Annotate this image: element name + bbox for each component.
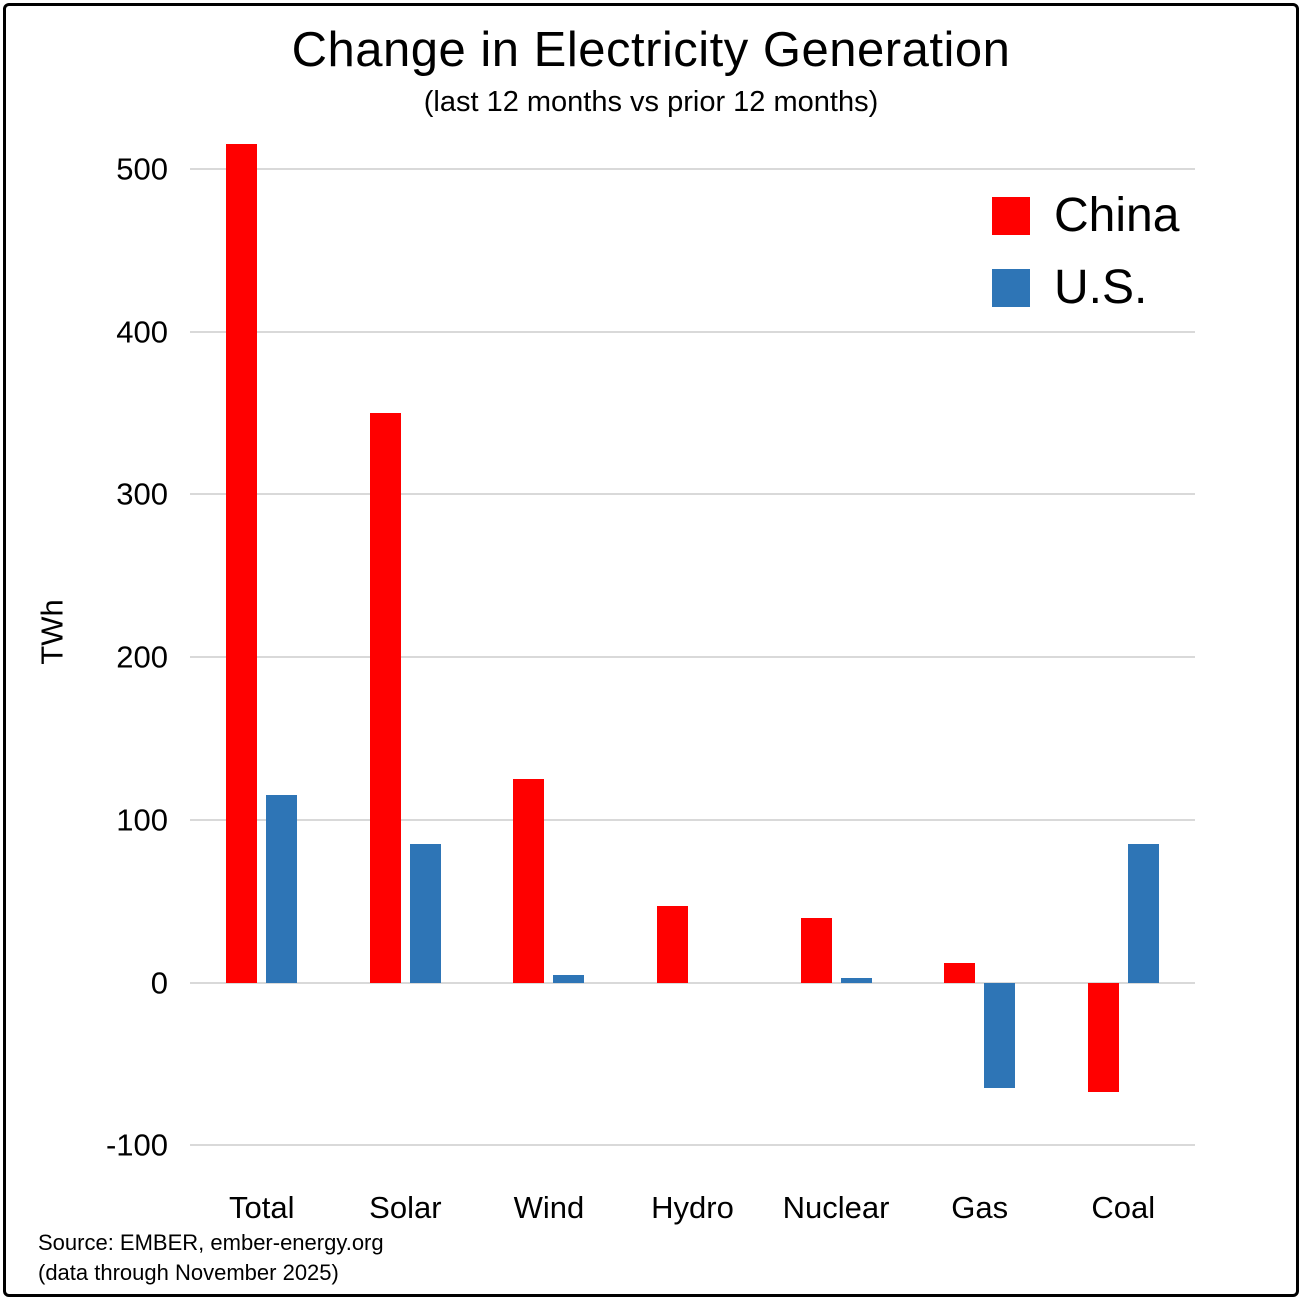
- bar-us-nuclear: [840, 977, 872, 983]
- legend-item-us: U.S.: [992, 264, 1179, 312]
- bar-us-gas: [984, 982, 1016, 1089]
- gridline: [190, 330, 1195, 333]
- bar-us-coal: [1127, 844, 1159, 983]
- chart-subtitle: (last 12 months vs prior 12 months): [423, 86, 879, 118]
- legend-label-us: U.S.: [1054, 261, 1148, 314]
- legend-item-china: China: [992, 192, 1179, 240]
- y-tick-label: 300: [116, 476, 168, 512]
- legend: China U.S.: [992, 192, 1179, 312]
- bar-us-wind: [553, 974, 585, 983]
- x-tick-label: Solar: [369, 1190, 442, 1225]
- y-tick-label: 500: [116, 151, 168, 187]
- bar-china-total: [226, 144, 258, 983]
- source-text: Source: EMBER, ember-energy.org (data th…: [38, 1228, 384, 1287]
- gridline: [190, 1144, 1195, 1147]
- gridline: [190, 493, 1195, 496]
- source-line-2: (data through November 2025): [38, 1259, 339, 1285]
- gridline: [190, 656, 1195, 659]
- y-tick-label: 400: [116, 314, 168, 350]
- bar-china-hydro: [657, 906, 688, 983]
- x-tick-label: Gas: [951, 1190, 1009, 1225]
- bar-china-nuclear: [800, 917, 832, 983]
- gridline: [190, 167, 1195, 170]
- x-tick-label: Wind: [513, 1190, 585, 1225]
- bar-china-wind: [513, 779, 545, 983]
- bar-china-coal: [1087, 982, 1119, 1092]
- bar-china-gas: [944, 963, 976, 983]
- y-tick-label: 100: [116, 802, 168, 838]
- x-tick-label: Coal: [1091, 1190, 1156, 1225]
- x-tick-label: Nuclear: [782, 1190, 890, 1225]
- gridline: [190, 981, 1195, 984]
- bar-china-solar: [369, 412, 401, 983]
- chart-title: Change in Electricity Generation: [291, 23, 1011, 77]
- plot-area: -100 0 100 200 300 400 500 Total Solar Wind Hydro N…: [106, 120, 1195, 1223]
- chart-frame: Change in Electricity Generation (last 1…: [3, 3, 1299, 1297]
- x-tick-label: Hydro: [651, 1190, 734, 1225]
- legend-swatch-us: [992, 269, 1030, 307]
- source-line-1: Source: EMBER, ember-energy.org: [38, 1230, 384, 1255]
- legend-swatch-china: [992, 197, 1030, 235]
- legend-label-china: China: [1054, 189, 1180, 242]
- x-tick-label: Total: [229, 1190, 295, 1225]
- y-tick-label: 200: [116, 639, 168, 675]
- y-tick-label: -100: [105, 1127, 168, 1163]
- bar-us-solar: [409, 844, 441, 983]
- y-tick-label: 0: [150, 965, 168, 1001]
- bar-us-total: [266, 795, 298, 983]
- gridline: [190, 818, 1195, 821]
